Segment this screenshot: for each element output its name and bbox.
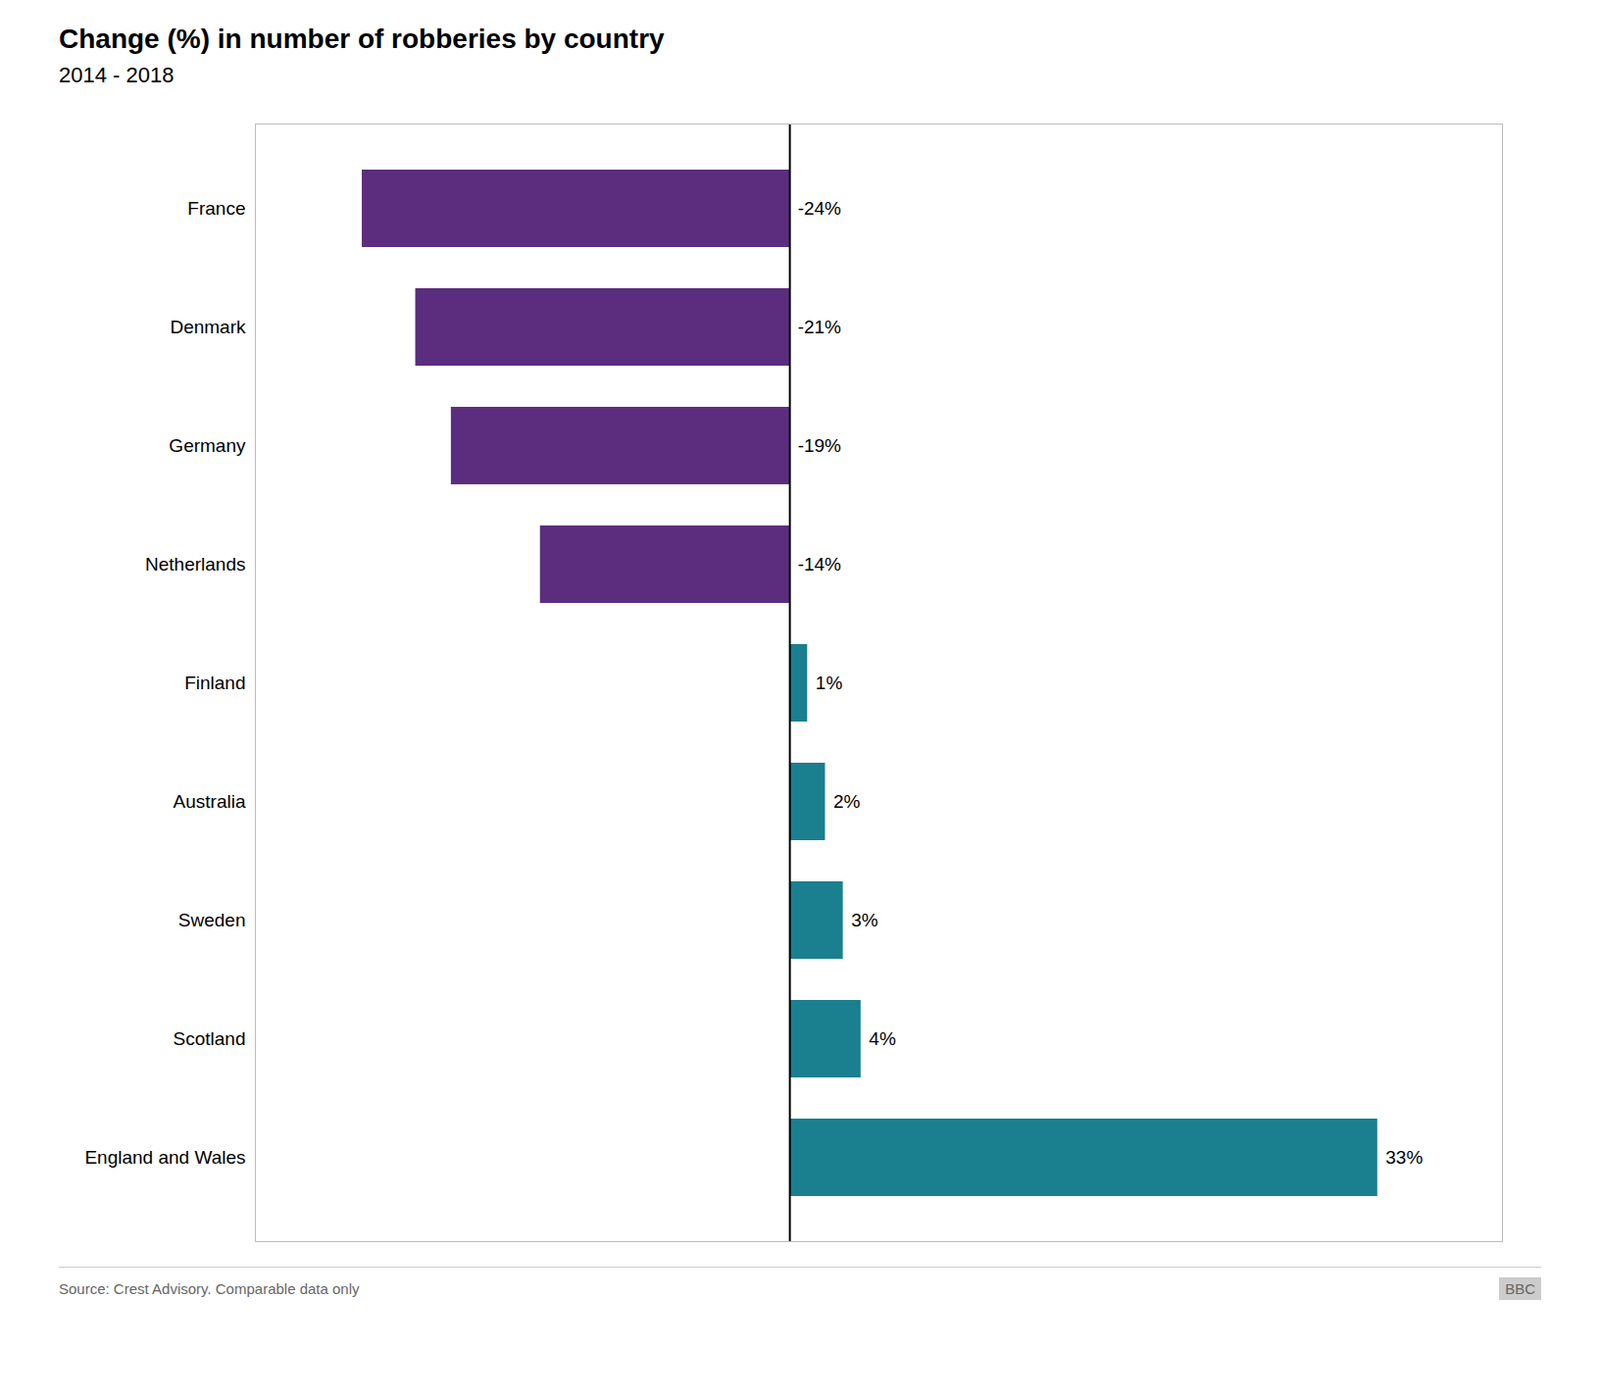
html-text:Source: Crest Advisory. Compar: Source: Crest Advisory. Comparable data … [58,1280,360,1298]
svg-text:Sweden: Sweden [178,909,247,931]
svg-text:Australia: Australia [173,791,247,812]
svg-text:Finland: Finland [184,672,246,694]
svg-text:1%: 1% [815,672,844,694]
svg-text:4%: 4% [868,1028,897,1050]
svg-text:3%: 3% [850,909,879,931]
svg-text:-24%: -24% [798,198,842,219]
svg-text:Denmark: Denmark [169,316,247,338]
svg-text:France: France [187,198,246,219]
svg-text:33%: 33% [1385,1147,1423,1168]
svg-text:2%: 2% [833,791,861,812]
svg-text:England and Wales: England and Wales [84,1147,246,1168]
svg-text:-19%: -19% [798,435,842,456]
html-text:2014 - 2018: 2014 - 2018 [58,62,174,88]
svg-text:Germany: Germany [168,435,247,456]
svg-text:Scotland: Scotland [173,1028,247,1050]
html-text:Change (%) in number of robber: Change (%) in number of robberies by cou… [58,23,665,54]
svg-text:-14%: -14% [798,553,842,575]
html-text:BBC: BBC [1505,1280,1536,1298]
svg-text:Netherlands: Netherlands [145,553,246,575]
svg-text:-21%: -21% [798,316,842,338]
